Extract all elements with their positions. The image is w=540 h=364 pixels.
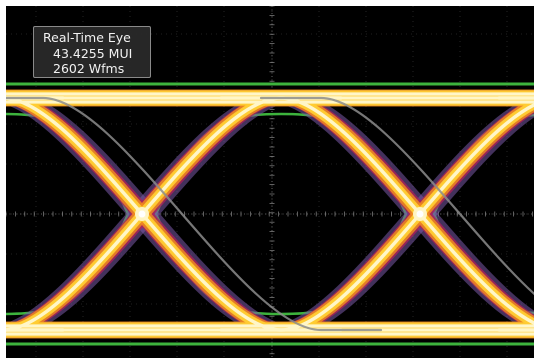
measurement-readout: Real-Time Eye 43.4255 MUI 2602 Wfms bbox=[33, 26, 151, 78]
crossing-points bbox=[135, 207, 427, 221]
readout-title: Real-Time Eye bbox=[43, 30, 131, 45]
trace-outlier-edge bbox=[6, 96, 383, 332]
crossing-point-core bbox=[416, 210, 424, 218]
eye-diagram-display[interactable]: Real-Time Eye 43.4255 MUI 2602 Wfms bbox=[6, 6, 534, 358]
readout-unit-intervals: 43.4255 MUI bbox=[53, 45, 133, 61]
eye-diagram-plot bbox=[6, 6, 534, 358]
trace-outlier-edge bbox=[259, 96, 534, 296]
readout-waveform-count: 2602 Wfms bbox=[53, 61, 125, 76]
crossing-point-core bbox=[138, 210, 146, 218]
